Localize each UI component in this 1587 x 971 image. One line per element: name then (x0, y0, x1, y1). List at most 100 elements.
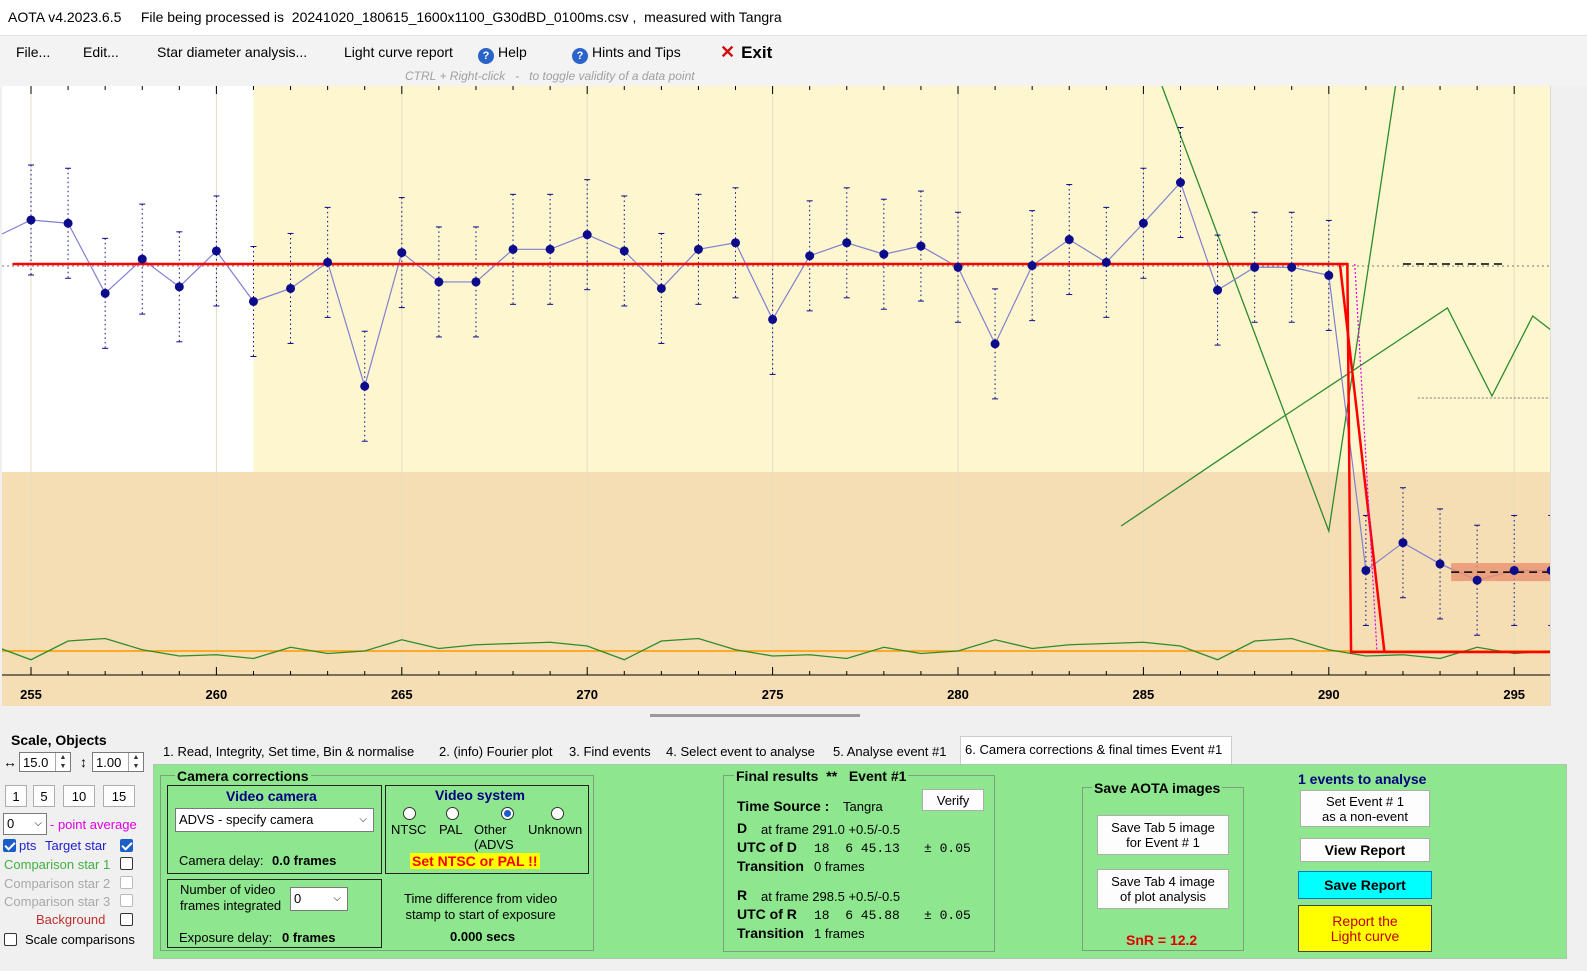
d-chi-curve (1161, 86, 1397, 534)
data-point[interactable] (879, 249, 889, 259)
x-tick-label: 275 (762, 687, 784, 702)
tab-camera-corrections[interactable]: 6. Camera corrections & final times Even… (960, 736, 1232, 766)
h-scale-spinner[interactable]: 15.0 ▲ ▼ (19, 752, 71, 772)
scale-comparisons-checkbox[interactable] (4, 933, 17, 946)
scale-preset-5[interactable]: 5 (33, 785, 55, 807)
verify-button[interactable]: Verify (922, 789, 984, 811)
save-tab4-image-button[interactable]: Save Tab 4 image of plot analysis (1097, 869, 1229, 909)
data-point[interactable] (805, 251, 815, 261)
data-point[interactable] (1324, 270, 1334, 280)
data-point[interactable] (1361, 565, 1371, 575)
radio-pal[interactable] (446, 807, 459, 820)
data-point[interactable] (63, 218, 73, 228)
frames-integrated-select[interactable]: 0 ⌵ (290, 887, 348, 911)
comparison-star-3-checkbox[interactable] (120, 894, 133, 907)
save-tab5-image-button[interactable]: Save Tab 5 image for Event # 1 (1097, 815, 1229, 855)
radio-other[interactable] (501, 807, 514, 820)
data-point[interactable] (619, 246, 629, 256)
v-scale-spinner[interactable]: 1.00 ▲ ▼ (92, 752, 144, 772)
scale-preset-15[interactable]: 15 (103, 785, 135, 807)
data-point[interactable] (1175, 178, 1185, 187)
light-curve-plot[interactable]: 2552602652702752802852902953003053103153… (2, 86, 1550, 706)
data-point[interactable] (582, 230, 592, 240)
scale-comparisons-label: Scale comparisons (25, 932, 135, 947)
video-system-warning: Set NTSC or PAL !! (410, 853, 540, 869)
radio-unknown[interactable] (551, 807, 564, 820)
scale-preset-10[interactable]: 10 (63, 785, 95, 807)
data-point[interactable] (211, 246, 221, 256)
data-point[interactable] (545, 244, 555, 254)
data-point[interactable] (1509, 565, 1519, 575)
data-point[interactable] (471, 277, 481, 287)
tab-select-event[interactable]: 4. Select event to analyse (666, 744, 815, 759)
unknown-label: Unknown (528, 822, 583, 837)
camera-delay-label: Camera delay: (179, 853, 264, 868)
data-point[interactable] (1213, 285, 1223, 295)
data-point[interactable] (842, 238, 852, 248)
video-system-title: Video system (435, 787, 526, 803)
data-point[interactable] (1546, 566, 1550, 575)
menu-exit[interactable]: ✕ Exit (720, 42, 772, 63)
data-point[interactable] (174, 282, 184, 292)
data-point[interactable] (434, 277, 444, 287)
data-point[interactable] (360, 381, 370, 391)
point-average-select[interactable]: 0 ⌵ (3, 813, 47, 835)
data-point[interactable] (323, 257, 333, 267)
menu-file[interactable]: File... (16, 44, 51, 60)
data-point[interactable] (1027, 261, 1037, 271)
data-point[interactable] (397, 248, 407, 258)
camera-select[interactable]: ADVS - specify camera ⌵ (175, 808, 374, 832)
splitter-handle[interactable] (650, 714, 860, 717)
data-point[interactable] (100, 288, 110, 298)
data-point[interactable] (1435, 559, 1445, 569)
menu-hints[interactable]: ? Hints and Tips (572, 44, 681, 64)
data-point[interactable] (248, 296, 258, 306)
background-checkbox[interactable] (120, 913, 133, 926)
report-light-curve-button[interactable]: Report the Light curve (1298, 905, 1432, 952)
pal-label: PAL (439, 822, 463, 837)
target-star-checkbox[interactable] (120, 839, 133, 852)
data-point[interactable] (1398, 538, 1408, 548)
spin-arrows-icon[interactable]: ▲ ▼ (128, 753, 143, 771)
data-point[interactable] (916, 241, 926, 251)
data-point[interactable] (1138, 218, 1148, 228)
menu-edit[interactable]: Edit... (83, 44, 119, 60)
data-point[interactable] (693, 244, 703, 254)
data-point[interactable] (508, 244, 518, 254)
data-point[interactable] (1064, 235, 1074, 245)
data-point[interactable] (1472, 575, 1482, 585)
scale-preset-1[interactable]: 1 (5, 785, 27, 807)
tab-read-integrity[interactable]: 1. Read, Integrity, Set time, Bin & norm… (163, 744, 415, 759)
save-images-title: Save AOTA images (1092, 780, 1223, 796)
radio-ntsc[interactable] (403, 807, 416, 820)
spin-arrows-icon[interactable]: ▲ ▼ (55, 753, 70, 771)
view-report-button[interactable]: View Report (1300, 838, 1430, 862)
data-point[interactable] (953, 262, 963, 272)
menu-star-diameter[interactable]: Star diameter analysis... (157, 44, 308, 60)
data-point[interactable] (656, 283, 666, 293)
d-edge-bound (1338, 263, 1386, 653)
data-point[interactable] (137, 254, 147, 264)
data-point[interactable] (768, 314, 778, 324)
menu-help[interactable]: ? Help (478, 44, 527, 64)
data-point[interactable] (1250, 262, 1260, 272)
data-point[interactable] (1101, 257, 1111, 267)
set-non-event-button[interactable]: Set Event # 1 as a non-event (1300, 790, 1430, 827)
pts-checkbox[interactable] (3, 839, 16, 852)
data-point[interactable] (990, 339, 1000, 349)
data-point[interactable] (1287, 262, 1297, 272)
menu-light-curve-report[interactable]: Light curve report (344, 44, 453, 60)
comparison-star-2-checkbox[interactable] (120, 876, 133, 889)
tab-analyse-event[interactable]: 5. Analyse event #1 (833, 744, 947, 759)
data-point[interactable] (26, 215, 36, 225)
comparison-star-1-checkbox[interactable] (120, 857, 133, 870)
d-fit-line (1354, 263, 1378, 652)
save-report-button[interactable]: Save Report (1298, 871, 1432, 899)
data-point[interactable] (731, 238, 741, 248)
data-point[interactable] (286, 283, 296, 293)
d-frame-text: at frame 291.0 +0.5/-0.5 (761, 822, 901, 837)
scale-objects-title: Scale, Objects (11, 732, 107, 748)
tab-fourier-plot[interactable]: 2. (info) Fourier plot (439, 744, 553, 759)
tab-find-events[interactable]: 3. Find events (569, 744, 651, 759)
plot-scrollbar[interactable] (1550, 86, 1568, 706)
